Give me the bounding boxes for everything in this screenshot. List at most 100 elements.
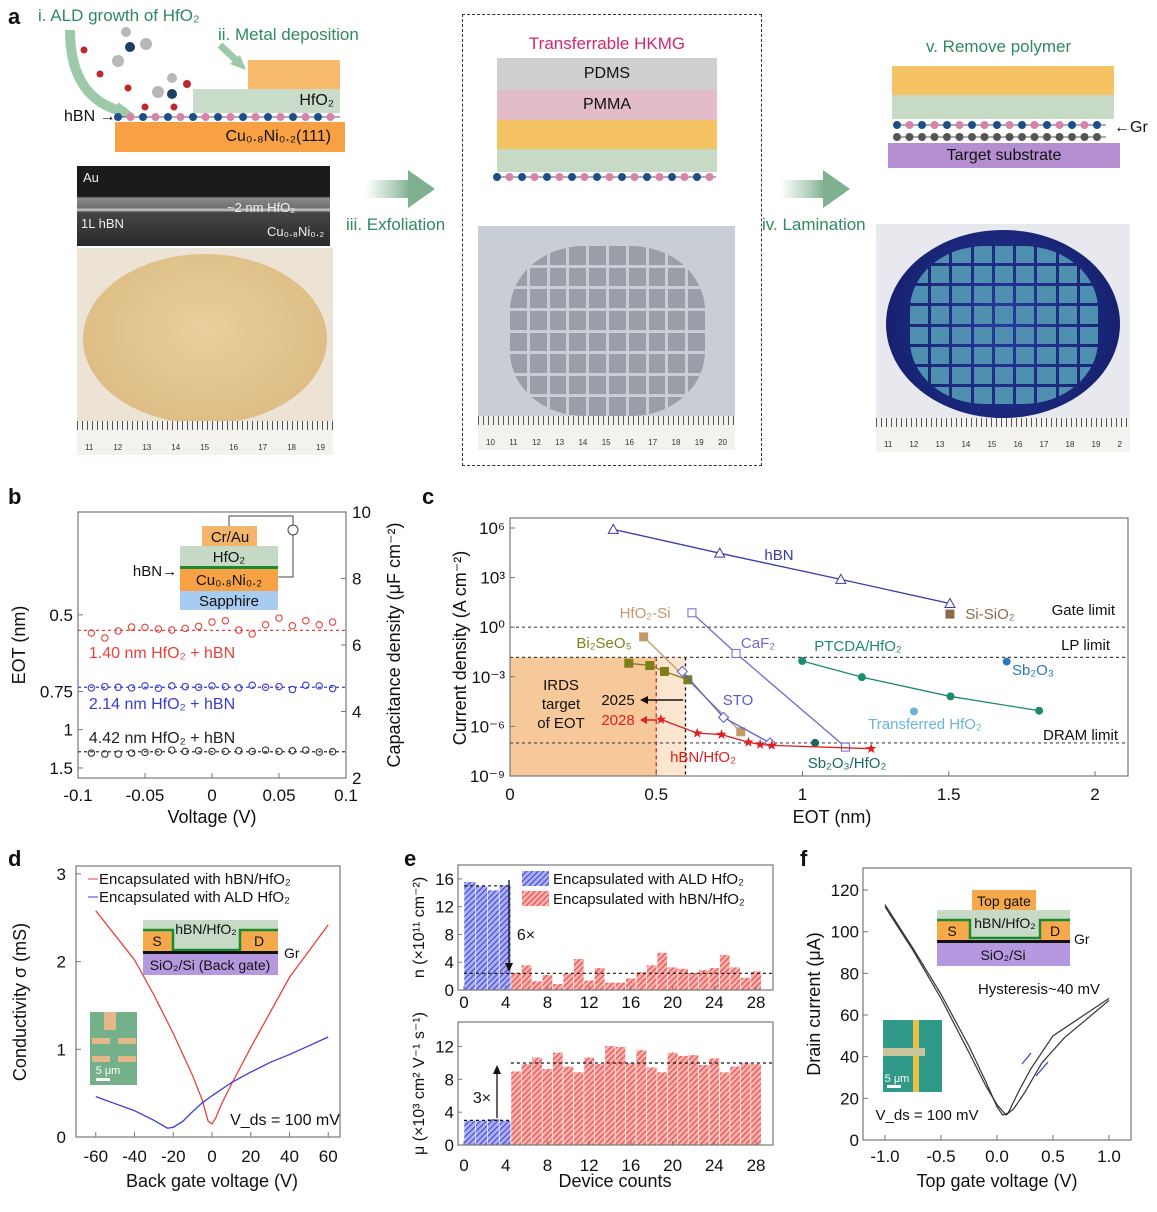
series-label: STO (723, 692, 754, 709)
y-tick-label: 8 (445, 1070, 454, 1089)
data-point (754, 738, 766, 749)
hbn-atom-icon (264, 113, 272, 121)
hbn-atom-rows (114, 113, 1106, 181)
x-tick-label: -60 (83, 1147, 108, 1166)
device-die (1037, 346, 1056, 364)
device-die (668, 354, 686, 373)
x-tick-label: 40 (280, 1147, 299, 1166)
ruler-number: 13 (555, 438, 565, 447)
vds-annotation: V_ds = 100 mV (230, 1112, 340, 1129)
inset-oxide (180, 546, 278, 566)
data-point (181, 624, 189, 633)
device-die (569, 375, 587, 395)
bar (573, 1071, 585, 1146)
device-die (628, 354, 646, 373)
water-icon (96, 70, 104, 78)
device-die (994, 286, 1014, 304)
inset-label: Gr (284, 945, 300, 961)
data-point (235, 626, 243, 634)
device-die (1016, 346, 1035, 364)
hbn-atom-icon (251, 113, 260, 121)
ruler-number: 17 (258, 443, 268, 452)
ruler-number: 11 (509, 438, 518, 447)
graphene-atom-icon (918, 133, 926, 141)
device-die (994, 386, 1014, 404)
bar (521, 964, 533, 991)
device-die (1037, 286, 1056, 304)
series-line (628, 662, 689, 681)
x-tick-label: 4 (501, 1156, 510, 1175)
bar (740, 977, 752, 991)
device-die (1058, 266, 1077, 284)
bar (719, 954, 731, 991)
device-die (688, 289, 705, 308)
y-axis-label: μ (×10³ cm² V⁻¹ s⁻¹) (411, 1012, 428, 1155)
hbn-atom-icon (955, 121, 964, 129)
device-die (668, 267, 686, 287)
bar (475, 1120, 488, 1146)
data-point (235, 746, 243, 755)
data-point (87, 629, 96, 637)
inset-cuni-label: Cu₀.₈Ni₀.₂ (196, 572, 262, 589)
x-axis-label: EOT (nm) (793, 807, 872, 827)
limit-label: LP limit (1061, 637, 1111, 654)
x-tick-label: 20 (663, 1156, 682, 1175)
y-tick-label: 4 (445, 1103, 454, 1122)
y-tick-right-label: 6 (352, 636, 361, 655)
device-die (1037, 366, 1056, 384)
tem-image: Au ~2 nm HfO₂ 1L hBN Cu₀.₈Ni₀.₂ (77, 166, 330, 246)
bar (562, 1065, 574, 1146)
x-tick-label: 1.5 (937, 785, 961, 804)
y-tick-label: 60 (840, 1006, 859, 1025)
device-die (529, 332, 547, 352)
device-die (628, 310, 646, 330)
target-substrate: Target substrate (888, 143, 1120, 168)
device-die (1016, 306, 1035, 324)
bar (719, 1071, 731, 1146)
data-point (194, 746, 203, 755)
data-point (766, 739, 777, 750)
inset-label: hBN/HfO₂ (974, 915, 1035, 931)
data-point (141, 748, 149, 757)
hbn-atom-icon (693, 173, 701, 181)
hbn-atom-icon (114, 113, 122, 121)
device-die (952, 246, 971, 264)
arrowhead-icon (230, 55, 246, 70)
x-tick-label: 12 (580, 1156, 599, 1175)
hbn-atom-icon (918, 121, 926, 129)
series-label: 1.40 nm HfO₂ + hBN (89, 645, 235, 662)
device-die (510, 332, 527, 352)
ruler-number: 17 (648, 438, 658, 447)
y-tick-label: 0 (445, 981, 454, 1000)
data-point (811, 738, 820, 747)
x-tick-label: 0.5 (644, 785, 668, 804)
ruler-number: 12 (113, 443, 123, 452)
bar (677, 1055, 689, 1146)
device-die (589, 397, 606, 416)
y-tick-label: 0.75 (40, 682, 73, 701)
device-die (688, 354, 705, 373)
wafer (83, 254, 327, 424)
x-axis-label: Device counts (558, 1171, 671, 1191)
data-point (1035, 706, 1044, 715)
hbn-atom-icon (655, 173, 664, 181)
hbn-atom-icon (630, 173, 639, 181)
bar (667, 1052, 679, 1146)
y-tick-label: 0 (57, 1128, 66, 1147)
y-tick-label: 0 (850, 1131, 859, 1150)
hbn-atom-icon (1018, 121, 1026, 129)
pmma-layer: PMMA (497, 90, 717, 120)
bar (635, 971, 647, 991)
device-array (510, 246, 705, 416)
y-tick-label: 2 (57, 953, 66, 972)
device-die (589, 375, 606, 395)
limit-label: DRAM limit (1043, 727, 1119, 744)
bar (487, 1118, 500, 1146)
y-tick-label: 10⁰ (479, 618, 505, 637)
bar (635, 1049, 647, 1146)
scale-bar-label: 5 μm (885, 1073, 910, 1085)
graphene-atom-icon (1018, 133, 1026, 141)
bar (646, 1066, 658, 1146)
device-die (648, 246, 666, 265)
y-tick-label: 20 (840, 1089, 859, 1108)
